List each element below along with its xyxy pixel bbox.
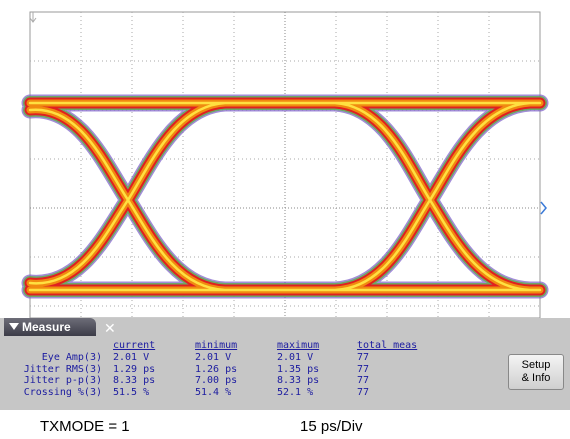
- measure-value: 8.33 ps: [113, 375, 156, 386]
- measure-value: 52.1 %: [277, 386, 314, 398]
- column-header: minimum: [195, 340, 238, 351]
- column-header: total meas: [357, 340, 418, 351]
- row-label: Eye Amp(3): [41, 352, 102, 363]
- measure-value: 2.01 V: [277, 352, 314, 363]
- measure-value: 7.00 ps: [195, 375, 238, 386]
- measure-value: 77: [357, 386, 370, 398]
- measure-value: 51.4 %: [195, 386, 232, 398]
- measure-value: 77: [357, 363, 370, 375]
- measure-value: 8.33 ps: [277, 375, 320, 386]
- row-label: Jitter RMS(3): [23, 363, 102, 375]
- mode-label: TXMODE = 1: [40, 418, 130, 435]
- measure-value: 2.01 V: [195, 352, 232, 363]
- measure-value: 1.29 ps: [113, 363, 156, 375]
- measure-value: 77: [357, 352, 370, 363]
- button-line: & Info: [521, 372, 551, 384]
- row-label: Jitter p-p(3): [23, 375, 102, 386]
- measure-value: 1.35 ps: [277, 363, 320, 375]
- level-marker: [540, 201, 547, 215]
- measure-value: 77: [357, 375, 370, 386]
- button-line: Setup: [521, 359, 551, 371]
- measure-value: 2.01 V: [113, 352, 150, 363]
- panel-title: Measure: [22, 320, 71, 334]
- setup-info-button[interactable]: Setup & Info: [508, 354, 564, 390]
- measure-tab[interactable]: Measure: [4, 318, 96, 336]
- measure-panel: Measure ✕ current minimum maximum total mea…: [0, 318, 570, 410]
- measure-value: 51.5 %: [113, 386, 150, 398]
- timebase-label: 15 ps/Div: [300, 418, 363, 435]
- column-header: current: [113, 340, 156, 351]
- trigger-marker: [29, 12, 37, 23]
- measure-value: 1.26 ps: [195, 363, 238, 375]
- row-label: Crossing %(3): [23, 386, 102, 398]
- close-button[interactable]: ✕: [104, 320, 116, 336]
- column-header: maximum: [277, 340, 320, 351]
- scope-screen: [0, 11, 570, 318]
